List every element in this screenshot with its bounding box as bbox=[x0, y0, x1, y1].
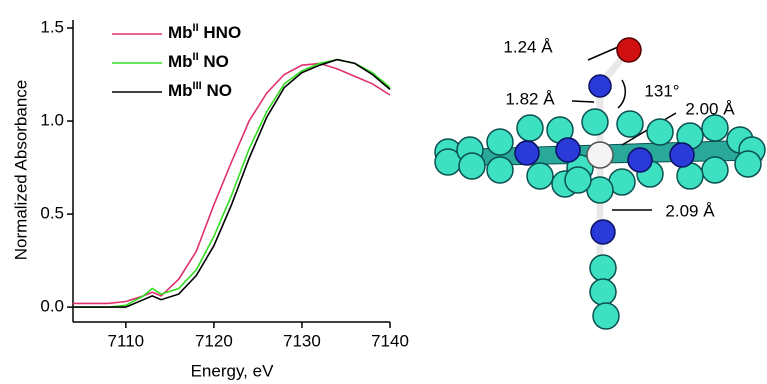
distance-label: 131° bbox=[644, 81, 679, 100]
y-tick-label: 1.0 bbox=[40, 111, 64, 130]
nitrogen-atom bbox=[589, 75, 611, 97]
carbon-atom bbox=[487, 129, 513, 155]
carbon-atom bbox=[582, 109, 608, 135]
carbon-atom bbox=[735, 151, 761, 177]
carbon-atom bbox=[517, 115, 543, 141]
distance-label: 2.09 Å bbox=[665, 201, 715, 220]
distance-label: 1.82 Å bbox=[505, 89, 555, 108]
x-axis-label: Energy, eV bbox=[191, 361, 275, 380]
nitrogen-atom bbox=[670, 143, 694, 167]
nitrogen-atom bbox=[591, 220, 615, 244]
nitrogen-atom bbox=[556, 138, 580, 162]
oxygen-atom bbox=[617, 38, 641, 62]
carbon-atom bbox=[590, 279, 616, 305]
page: {"chart_data": {"type": "line", "xlabel"… bbox=[0, 0, 767, 384]
distance-label: 2.00 Å bbox=[685, 99, 735, 118]
y-tick-label: 0.0 bbox=[40, 297, 64, 316]
y-tick-label: 0.5 bbox=[40, 204, 64, 223]
molecule bbox=[435, 38, 765, 329]
angle-arc bbox=[618, 80, 625, 108]
leader bbox=[572, 101, 594, 102]
carbon-atom bbox=[487, 157, 513, 183]
carbon-atom bbox=[459, 153, 485, 179]
legend-label: MbII NO bbox=[168, 51, 229, 72]
iron-atom bbox=[587, 142, 613, 168]
carbon-atom bbox=[647, 119, 673, 145]
carbon-atom bbox=[527, 163, 553, 189]
carbon-atom bbox=[565, 167, 591, 193]
x-tick-label: 7140 bbox=[371, 331, 409, 350]
x-tick-label: 7120 bbox=[195, 331, 233, 350]
carbon-atom bbox=[590, 255, 616, 281]
carbon-atom bbox=[617, 111, 643, 137]
carbon-atom bbox=[593, 303, 619, 329]
legend-label: MbII HNO bbox=[168, 22, 241, 43]
x-tick-label: 7130 bbox=[283, 331, 321, 350]
y-axis-label: Normalized Absorbance bbox=[11, 80, 30, 260]
leader bbox=[588, 47, 618, 60]
nitrogen-atom bbox=[628, 148, 652, 172]
x-tick-label: 7110 bbox=[108, 331, 145, 350]
y-tick-label: 1.5 bbox=[40, 17, 64, 36]
carbon-atom bbox=[702, 115, 728, 141]
legend-label: MbIII NO bbox=[168, 80, 232, 101]
distance-label: 1.24 Å bbox=[503, 37, 553, 56]
figure: Normalized Absorbance Energy, eV 1.24 Å 1… bbox=[0, 0, 767, 384]
nitrogen-atom bbox=[515, 141, 539, 165]
carbon-atom bbox=[702, 157, 728, 183]
